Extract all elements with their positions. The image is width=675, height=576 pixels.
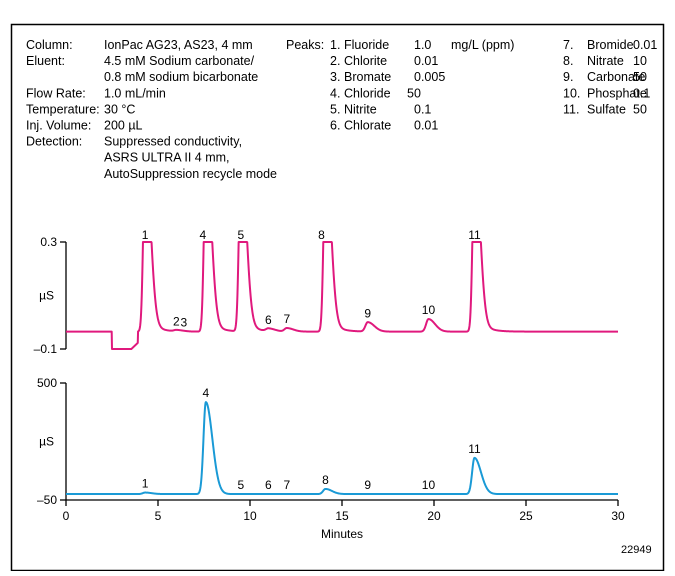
peak-number: 6. — [330, 119, 340, 133]
peak-label: 10 — [422, 303, 436, 317]
y-tick-label: –0.1 — [34, 342, 58, 356]
peak-number: 2. — [330, 54, 340, 68]
x-tick-label: 15 — [335, 509, 349, 523]
peak-label: 6 — [265, 313, 272, 327]
peak-concentration: 0.01 — [414, 119, 438, 133]
condition-label: Eluent: — [26, 54, 65, 68]
peak-concentration: 0.01 — [414, 54, 438, 68]
peak-label: 4 — [199, 228, 206, 242]
condition-value: 30 °C — [104, 102, 135, 116]
peak-number: 4. — [330, 86, 340, 100]
peak-name: Nitrate — [587, 54, 624, 68]
peak-label: 3 — [180, 316, 187, 330]
chart-bottom: 500 µS –50 0 5 10 15 20 25 30 Minutes 1 4 5 6 7 8 9 10 11 — [37, 376, 625, 541]
peak-name: Bromate — [344, 70, 391, 84]
peak-label: 5 — [237, 478, 244, 492]
condition-value: AutoSuppression recycle mode — [104, 167, 277, 181]
peak-label: 8 — [322, 473, 329, 487]
peak-number: 11. — [563, 102, 579, 116]
condition-label: Column: — [26, 38, 73, 52]
peak-name: Chlorite — [344, 54, 387, 68]
y-axis-label: µS — [39, 289, 54, 303]
x-tick-label: 20 — [427, 509, 441, 523]
peaks-unit: mg/L (ppm) — [451, 38, 514, 52]
peak-label: 9 — [364, 306, 371, 320]
x-axis-label: Minutes — [321, 527, 363, 541]
peak-concentration: 50 — [633, 70, 647, 84]
condition-label: Temperature: — [26, 102, 100, 116]
peak-label: 2 — [173, 314, 180, 328]
peak-concentration: 10 — [633, 54, 647, 68]
x-tick-label: 0 — [63, 509, 70, 523]
peak-label: 11 — [468, 228, 481, 242]
peak-label: 10 — [422, 478, 436, 492]
condition-label: Inj. Volume: — [26, 119, 91, 133]
peak-concentration: 1.0 — [414, 38, 431, 52]
peak-concentration: 0.005 — [414, 70, 445, 84]
chromatogram-trace — [65, 241, 619, 350]
peak-label: 4 — [202, 386, 209, 400]
peak-label: 11 — [468, 442, 481, 456]
condition-value: 4.5 mM Sodium carbonate/ — [104, 54, 255, 68]
condition-value: Suppressed conductivity, — [104, 135, 242, 149]
peak-label: 9 — [364, 478, 371, 492]
peak-number: 9. — [563, 70, 573, 84]
peak-label: 7 — [283, 478, 290, 492]
x-tick-label: 5 — [155, 509, 162, 523]
x-tick-label: 30 — [611, 509, 625, 523]
figure-id: 22949 — [621, 544, 652, 556]
condition-value: IonPac AG23, AS23, 4 mm — [104, 38, 253, 52]
peak-concentration: 50 — [633, 102, 647, 116]
y-axis-label: µS — [39, 435, 54, 449]
condition-label: Flow Rate: — [26, 86, 86, 100]
peak-label: 5 — [237, 228, 244, 242]
condition-value: 1.0 mL/min — [104, 86, 166, 100]
peak-label: 7 — [283, 312, 290, 326]
x-tick-label: 10 — [243, 509, 257, 523]
peak-concentration: 0.1 — [633, 86, 650, 100]
peak-name: Chloride — [344, 86, 391, 100]
y-tick-label: –50 — [37, 493, 57, 507]
conditions-block: Column: IonPac AG23, AS23, 4 mm Eluent: 4.5… — [26, 38, 277, 181]
peak-name: Nitrite — [344, 102, 377, 116]
peak-concentration: 50 — [407, 86, 421, 100]
peaks-heading: Peaks: — [286, 38, 324, 52]
condition-value: 0.8 mM sodium bicarbonate — [104, 70, 258, 84]
peak-label: 6 — [265, 478, 272, 492]
peak-number: 7. — [563, 38, 573, 52]
peak-concentration: 0.01 — [633, 38, 657, 52]
peak-concentration: 0.1 — [414, 102, 431, 116]
peak-name: Sulfate — [587, 102, 626, 116]
peak-label: 1 — [142, 477, 149, 491]
condition-label: Detection: — [26, 135, 82, 149]
chromatogram-trace — [65, 401, 619, 496]
peak-name: Phosphate — [587, 86, 647, 100]
peak-name: Bromide — [587, 38, 634, 52]
peak-label: 8 — [318, 228, 325, 242]
peak-number: 5. — [330, 102, 340, 116]
peak-number: 3. — [330, 70, 340, 84]
peak-label: 1 — [142, 228, 149, 242]
peak-number: 10. — [563, 86, 580, 100]
condition-value: 200 µL — [104, 119, 143, 133]
peak-number: 1. — [330, 38, 340, 52]
peaks-table: Peaks: mg/L (ppm) 1. Fluoride 1.0 2. Chlorite 0… — [286, 38, 657, 133]
condition-value: ASRS ULTRA II 4 mm, — [104, 151, 230, 165]
y-tick-label: 500 — [37, 376, 57, 390]
y-tick-label: 0.3 — [40, 235, 57, 249]
peak-name: Fluoride — [344, 38, 389, 52]
peak-name: Carbonate — [587, 70, 645, 84]
peak-number: 8. — [563, 54, 573, 68]
peak-name: Chlorate — [344, 119, 391, 133]
x-tick-label: 25 — [519, 509, 533, 523]
